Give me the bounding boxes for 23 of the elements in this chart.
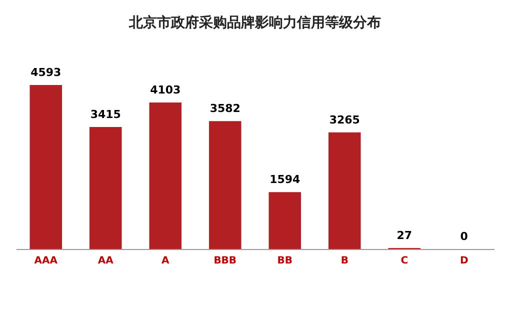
- chart-title: 北京市政府采购品牌影响力信用等级分布: [128, 14, 381, 31]
- data-label: 0: [460, 230, 468, 243]
- data-label: 27: [396, 229, 412, 242]
- bar: [89, 127, 122, 249]
- x-tick-label: A: [162, 256, 170, 266]
- x-tick-label: BBB: [214, 256, 237, 266]
- x-tick-label: C: [400, 256, 408, 266]
- data-label: 3582: [210, 102, 240, 116]
- data-label: 3265: [329, 113, 360, 126]
- x-tick-label: AAA: [34, 256, 58, 266]
- bar: [328, 132, 361, 249]
- data-label: 4593: [30, 66, 62, 79]
- x-tick-label: B: [340, 256, 348, 266]
- data-label: 3415: [90, 108, 121, 122]
- data-label: 1594: [270, 173, 301, 186]
- x-tick-label: BB: [277, 256, 292, 266]
- bar: [208, 121, 242, 249]
- bar: [268, 192, 302, 249]
- x-tick-label: AA: [98, 256, 114, 266]
- data-label: 4103: [150, 83, 181, 96]
- bar: [149, 102, 182, 249]
- bar: [30, 85, 62, 249]
- x-tick-label: D: [460, 256, 468, 266]
